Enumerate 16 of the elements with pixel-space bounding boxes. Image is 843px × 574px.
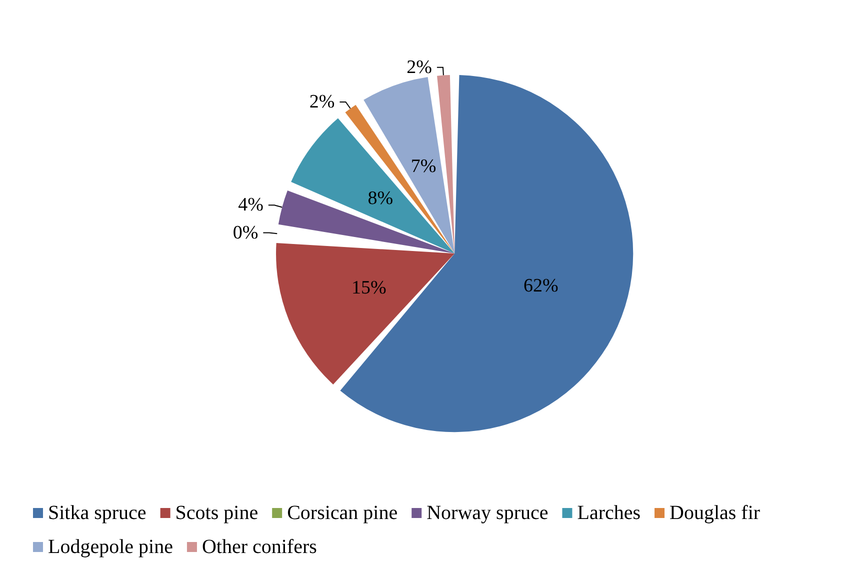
data-label: 4%: [238, 194, 264, 216]
legend-label: Scots pine: [175, 502, 258, 524]
data-label: 15%: [352, 277, 387, 298]
legend-label: Other conifers: [202, 536, 318, 558]
legend-label: Larches: [577, 502, 641, 524]
text: 0%: [232, 222, 258, 244]
data-label: 2%: [406, 56, 432, 78]
legend-label: Norway spruce: [426, 502, 548, 524]
data-label: 7%: [410, 156, 436, 178]
legend-label: Douglas fir: [670, 502, 760, 524]
legend-label: Sitka spruce: [48, 502, 146, 524]
data-label: 8%: [368, 188, 394, 210]
legend-label: Lodgepole pine: [48, 536, 174, 558]
data-label: 2%: [309, 92, 335, 113]
legend-label: Corsican pine: [287, 502, 398, 524]
data-label: 62%: [524, 276, 559, 297]
